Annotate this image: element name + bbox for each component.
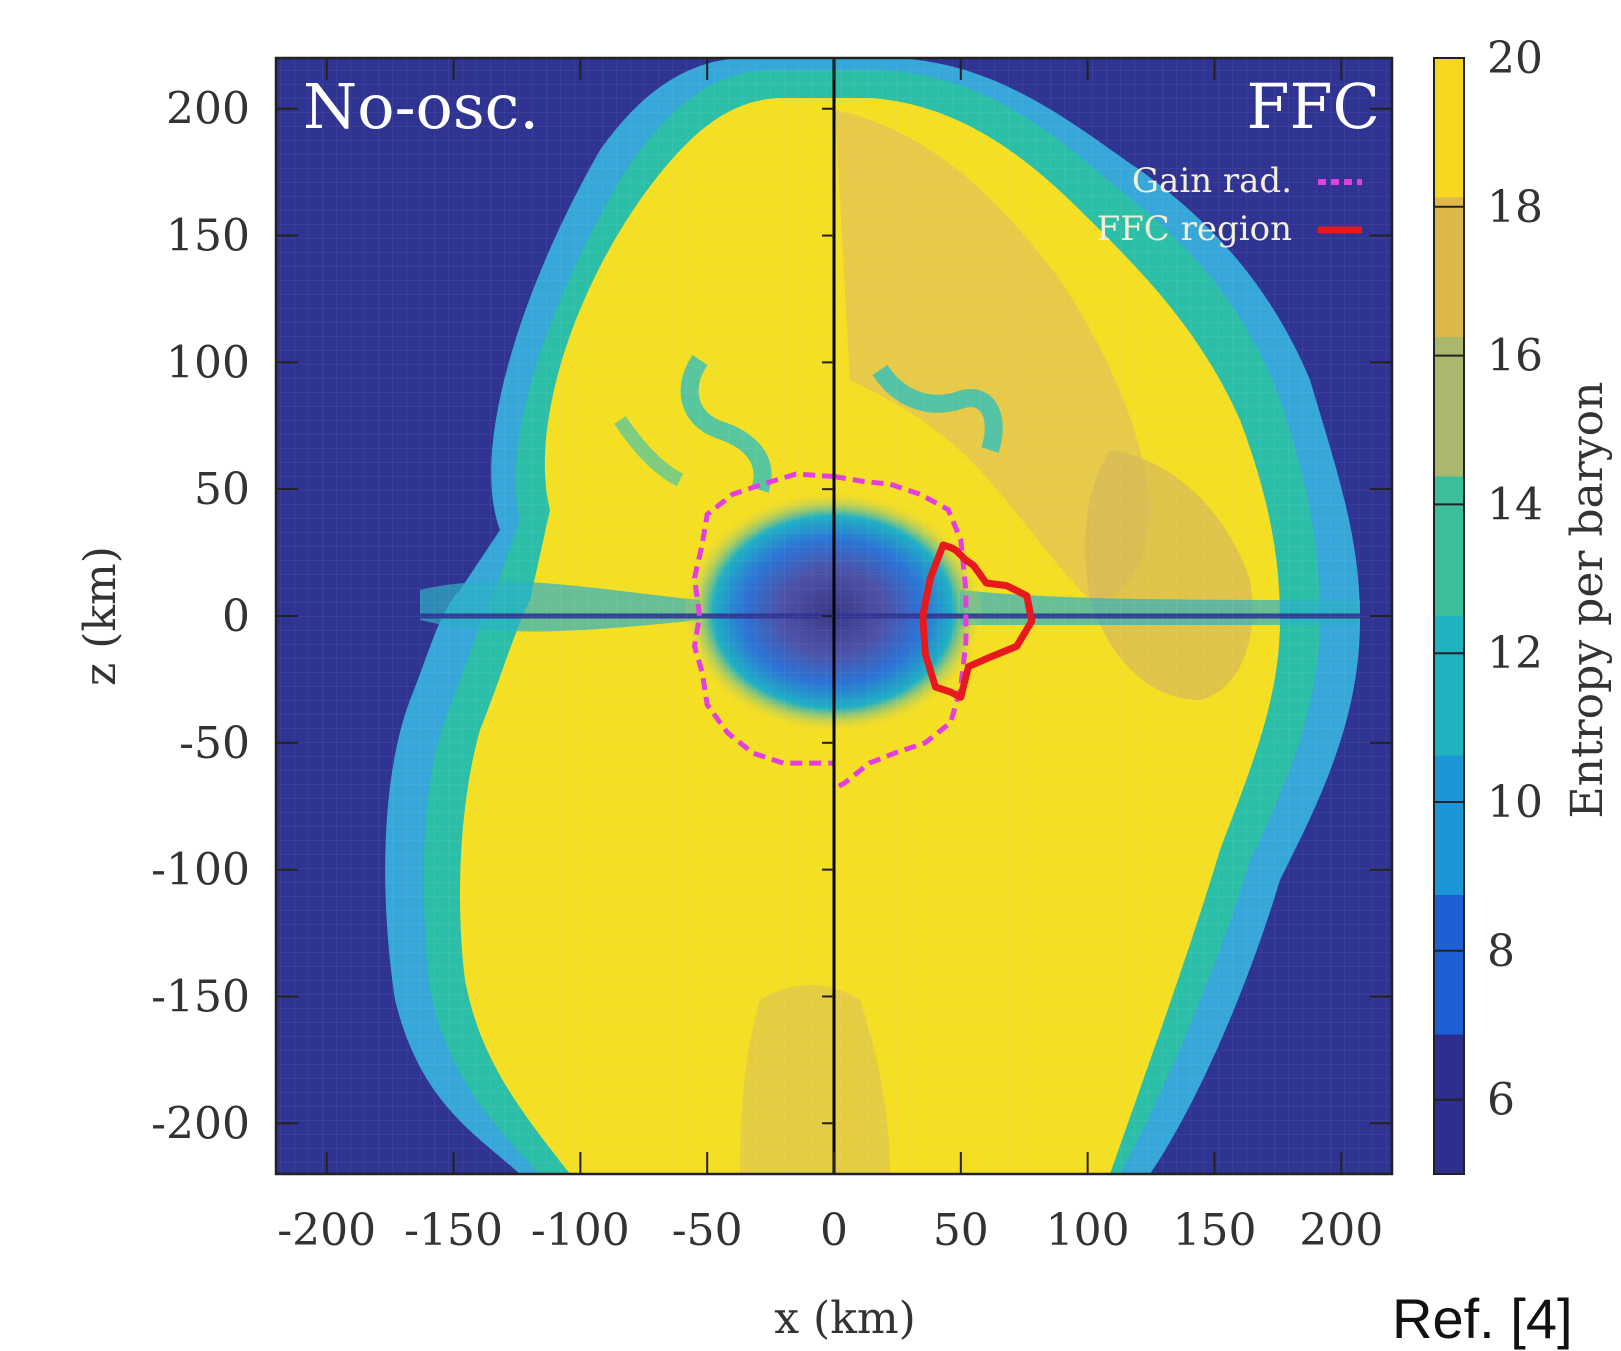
x-tick-label: -150: [404, 1205, 503, 1256]
x-tick-label: -100: [531, 1205, 630, 1256]
y-tick-label: 150: [166, 211, 250, 262]
colorbar-tick-label: 16: [1487, 331, 1543, 382]
colorbar-segment: [1434, 197, 1464, 337]
gain-radius-curve-left: [691, 471, 835, 766]
colorbar-tick-label: 14: [1487, 479, 1543, 530]
x-tick-label: 100: [1046, 1205, 1130, 1256]
x-tick-label: 150: [1172, 1205, 1256, 1256]
colorbar-tick-labels: 6 8 10 12 14 16 18 20: [1487, 33, 1543, 1126]
y-tick-label: 50: [194, 464, 250, 515]
center-ticks: [822, 107, 834, 1125]
colorbar-segment: [1434, 58, 1464, 198]
colorbar-segment: [1434, 476, 1464, 616]
colorbar-tick-label: 20: [1487, 33, 1543, 84]
y-tick-label: -150: [151, 971, 250, 1022]
reference-note: Ref. [4]: [1392, 1287, 1573, 1350]
colorbar-segment: [1434, 895, 1464, 1035]
gain-radius-curve-right: [832, 474, 969, 791]
colorbar-tick-label: 6: [1487, 1075, 1515, 1126]
legend-label-gain-radius: Gain rad.: [1132, 161, 1292, 201]
series-layer: [691, 471, 1036, 791]
legend: Gain rad. FFC region: [1097, 161, 1362, 249]
colorbar-segment: [1434, 337, 1464, 477]
x-axis-title: x (km): [774, 1293, 916, 1344]
x-tick-label: 200: [1299, 1205, 1383, 1256]
y-axis-title: z (km): [75, 546, 126, 686]
colorbar-tick-label: 10: [1487, 777, 1543, 828]
y-tick-label: 200: [166, 84, 250, 135]
panel-label-right: FFC: [1247, 70, 1380, 143]
y-tick-label: -100: [151, 845, 250, 896]
y-tick-label: 0: [222, 591, 250, 642]
x-tick-label: 0: [820, 1205, 848, 1256]
plot-area: [276, 58, 1392, 1174]
y-tick-label: -50: [179, 718, 250, 769]
colorbar-segment: [1434, 616, 1464, 756]
legend-label-ffc-region: FFC region: [1097, 209, 1292, 249]
x-tick-label: -50: [672, 1205, 743, 1256]
colorbar-segments: [1434, 58, 1464, 1174]
y-tick-label: 100: [166, 337, 250, 388]
colorbar-ticks: [1434, 57, 1464, 1101]
colorbar-segment: [1434, 1034, 1464, 1174]
frame-ticks: [276, 58, 1392, 1174]
colorbar-tick-label: 12: [1487, 628, 1543, 679]
colorbar-tick-label: 8: [1487, 926, 1515, 977]
ffc-region-curve: [919, 541, 1036, 701]
y-tick-labels: -200 -150 -100 -50 0 50 100 150 200: [151, 84, 250, 1150]
y-tick-label: -200: [151, 1098, 250, 1149]
x-tick-label: -200: [277, 1205, 376, 1256]
colorbar-title: Entropy per baryon: [1562, 381, 1613, 818]
x-tick-labels: -200 -150 -100 -50 0 50 100 150 200: [277, 1205, 1383, 1256]
panel-label-left: No-osc.: [303, 70, 539, 143]
colorbar-segment: [1434, 755, 1464, 895]
x-tick-label: 50: [933, 1205, 989, 1256]
colorbar-tick-label: 18: [1487, 182, 1543, 233]
colorbar: 6 8 10 12 14 16 18 20 Entropy per baryon: [1433, 33, 1613, 1175]
